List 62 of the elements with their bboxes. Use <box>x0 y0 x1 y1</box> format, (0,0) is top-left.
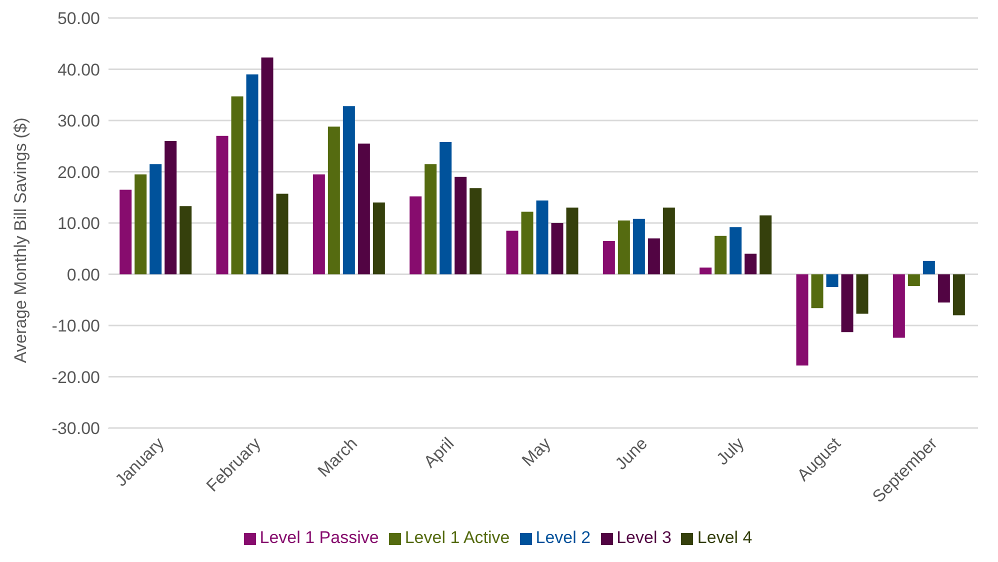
bar <box>618 220 630 274</box>
bar <box>714 236 727 274</box>
y-tick-label: 40.00 <box>57 60 100 80</box>
bar <box>826 274 838 288</box>
bar <box>410 196 422 274</box>
y-tick-label: 10.00 <box>57 214 100 234</box>
y-tick-label: 30.00 <box>57 112 100 131</box>
bar <box>856 274 868 314</box>
bar <box>312 174 325 274</box>
bar <box>506 230 518 274</box>
bar <box>440 142 452 274</box>
bar <box>231 96 244 274</box>
bar <box>841 274 854 332</box>
bar <box>454 176 467 274</box>
y-tick-label: 50.00 <box>57 9 100 28</box>
bar <box>908 274 920 286</box>
bar <box>150 164 162 274</box>
bar <box>648 238 660 274</box>
bar <box>730 227 742 274</box>
y-tick-label: 20.00 <box>57 162 100 182</box>
bar <box>372 202 385 274</box>
bar <box>700 268 712 274</box>
bar <box>261 57 274 274</box>
bar <box>134 174 147 274</box>
bar <box>811 274 824 308</box>
bar <box>276 194 288 274</box>
bar <box>566 208 578 274</box>
bar <box>892 274 905 338</box>
bar <box>424 164 437 274</box>
bar <box>938 274 950 302</box>
bar <box>796 274 808 366</box>
legend-label: Level 3 <box>616 528 672 547</box>
y-axis-title: Average Monthly Bill Savings ($) <box>11 118 30 363</box>
y-tick-label: -10.00 <box>52 316 100 336</box>
bar <box>551 223 564 274</box>
bar <box>662 208 675 274</box>
y-tick-label: -30.00 <box>52 419 100 438</box>
legend-label: Level 1 Passive <box>260 528 379 547</box>
bar <box>760 215 772 274</box>
x-tick-label: July <box>712 434 748 469</box>
y-tick-label: 0.00 <box>66 265 100 284</box>
legend-label: Level 1 Active <box>404 528 510 547</box>
bar <box>602 240 615 274</box>
legend-label: Level 4 <box>697 528 752 547</box>
bar <box>120 190 132 274</box>
y-tick-label: -20.00 <box>52 368 100 387</box>
x-tick-label: May <box>518 434 555 470</box>
bar <box>180 206 192 274</box>
bar <box>358 144 370 274</box>
bar <box>164 141 177 274</box>
bar <box>216 136 228 274</box>
bar <box>328 126 340 274</box>
bar <box>536 200 548 274</box>
bar <box>342 106 355 274</box>
bar <box>952 274 965 316</box>
bar <box>470 188 482 274</box>
bar <box>632 218 645 274</box>
bar <box>246 74 258 274</box>
bar <box>521 212 534 274</box>
legend-label: Level 2 <box>536 528 591 547</box>
bar <box>744 254 757 274</box>
bar <box>922 260 935 274</box>
